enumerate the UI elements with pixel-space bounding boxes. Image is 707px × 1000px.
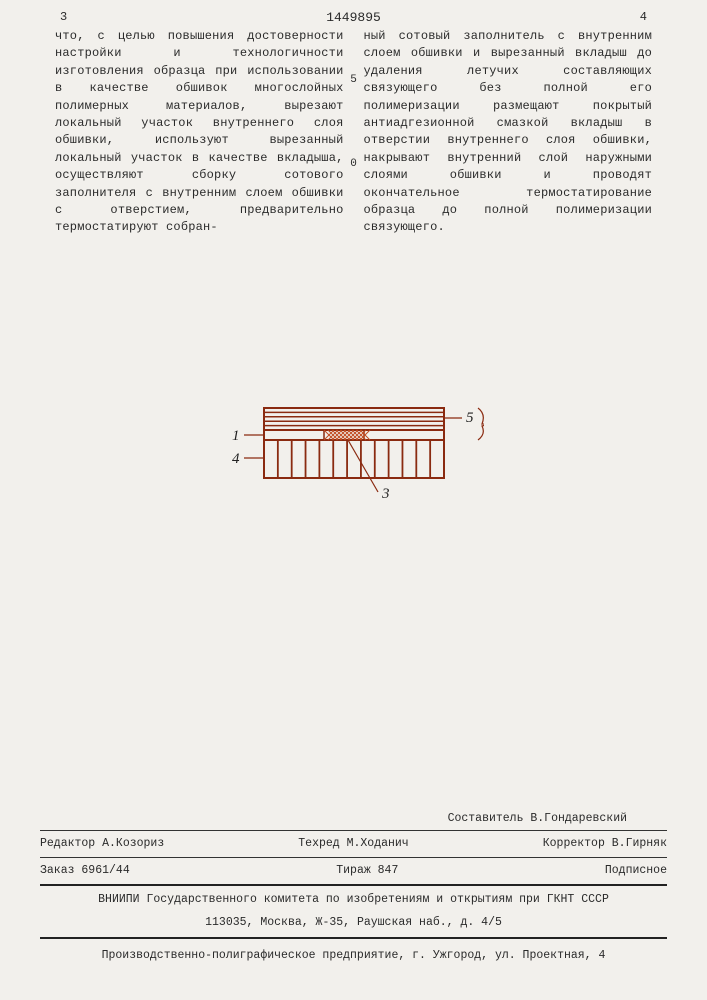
tirazh: Тираж 847 <box>336 862 398 880</box>
body-columns: что, с целью повышения достоверности нас… <box>55 28 652 237</box>
line-marker-5: 5 <box>350 74 357 86</box>
svg-text:4: 4 <box>232 451 240 467</box>
compiler-line: Составитель В.Гондаревский <box>40 810 667 828</box>
svg-text:3: 3 <box>381 486 390 502</box>
corrector: Корректор В.Гирняк <box>543 835 667 853</box>
col-num-right: 4 <box>640 10 647 24</box>
right-column: ный сотовый заполнитель с внутренним сло… <box>364 28 653 237</box>
order: Заказ 6961/44 <box>40 862 130 880</box>
techred: Техред М.Ходанич <box>298 835 408 853</box>
left-column: что, с целью повышения достоверности нас… <box>55 28 344 237</box>
svg-text:5: 5 <box>466 410 474 426</box>
podpis: Подписное <box>605 862 667 880</box>
svg-text:1: 1 <box>232 428 240 444</box>
org-line-1: ВНИИПИ Государственного комитета по изоб… <box>40 888 667 912</box>
col-num-left: 3 <box>60 10 67 24</box>
line-marker-0: 0 <box>350 158 357 170</box>
footer-block: Составитель В.Гондаревский Редактор А.Ко… <box>40 810 667 968</box>
editor: Редактор А.Козориз <box>40 835 164 853</box>
press-line: Производственно-полиграфическое предприя… <box>40 941 667 968</box>
org-line-2: 113035, Москва, Ж-35, Раушская наб., д. … <box>40 911 667 935</box>
diagram-figure: 14523 <box>224 390 484 500</box>
